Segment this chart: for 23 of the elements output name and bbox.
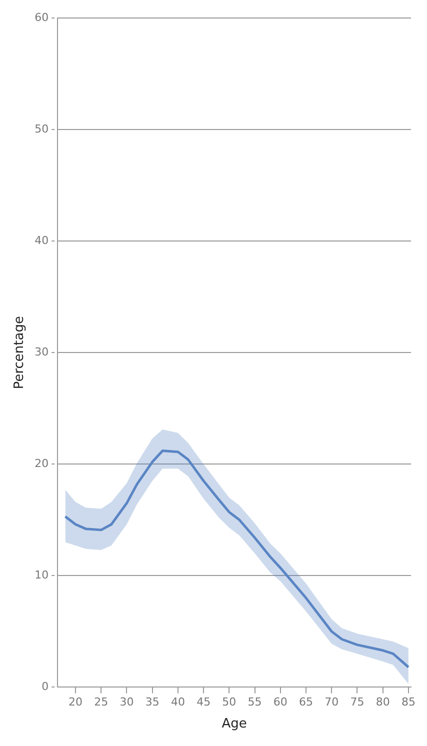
x-tick-label: 60 <box>273 696 288 709</box>
y-tick-label: 0 <box>42 680 49 694</box>
x-tick-label: 50 <box>222 696 236 709</box>
y-tick-label: 40 <box>34 234 49 247</box>
x-tick-label: 30 <box>120 696 134 709</box>
y-tick-label: 50 <box>34 122 49 136</box>
x-tick-label: 75 <box>350 696 364 709</box>
y-tick-label: 20 <box>34 456 49 470</box>
x-tick-label: 45 <box>196 696 211 709</box>
x-tick-label: 25 <box>94 696 108 709</box>
x-tick-label: 80 <box>376 696 390 709</box>
x-tick-label: 85 <box>401 696 416 709</box>
x-tick-label: 35 <box>145 696 160 709</box>
y-tick-label: 10 <box>34 568 49 582</box>
y-tick-label: 30 <box>34 345 49 358</box>
x-axis-title: Age <box>222 716 247 732</box>
x-tick-label: 65 <box>299 696 314 709</box>
x-tick-label: 70 <box>324 696 339 709</box>
x-tick-label: 40 <box>170 696 185 709</box>
y-axis-title: Percentage <box>12 316 28 390</box>
x-tick-label: 55 <box>248 696 262 709</box>
y-tick-label: 60 <box>34 10 49 24</box>
x-tick-label: 20 <box>68 696 83 709</box>
